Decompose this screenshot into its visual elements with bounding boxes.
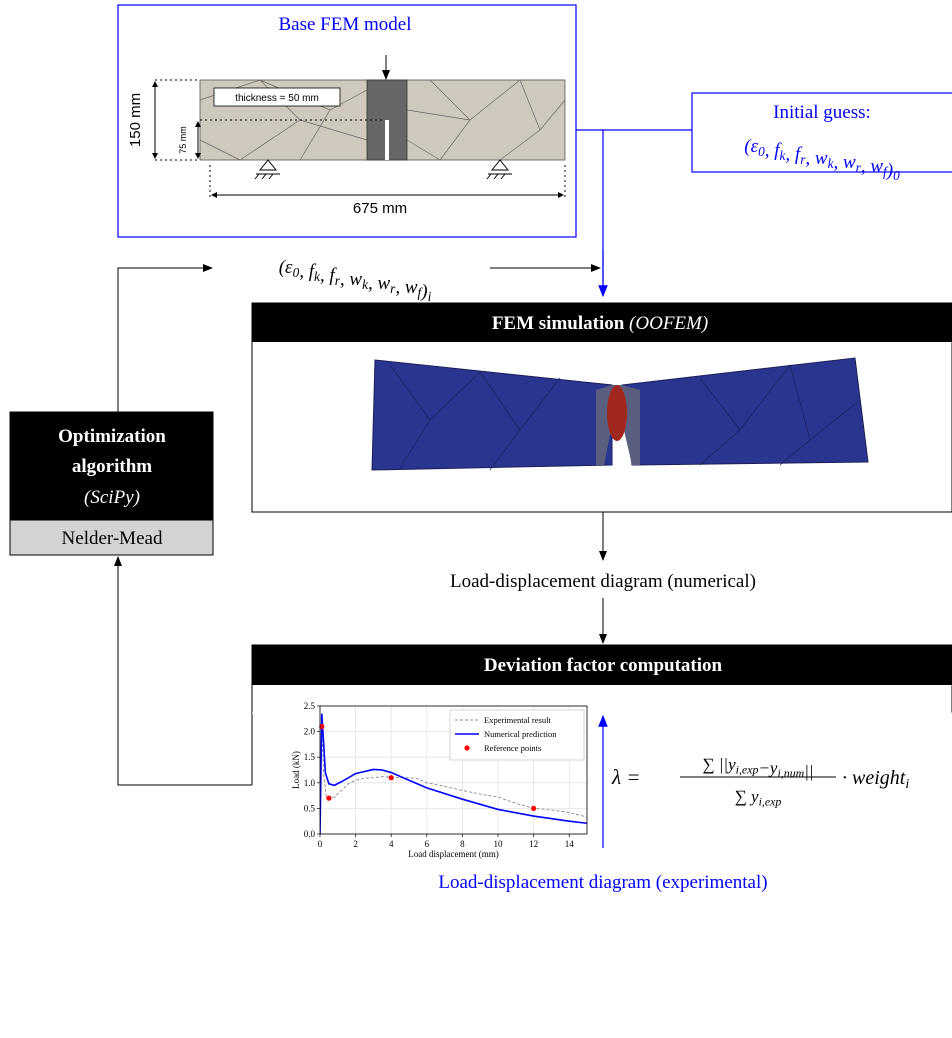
text-part: )	[886, 160, 893, 181]
loop-arrow	[118, 268, 212, 412]
x-tick-label: 12	[529, 839, 538, 849]
text-part: , w	[833, 152, 856, 173]
numerical-output: Load-displacement diagram (numerical)	[450, 571, 756, 592]
inset-chart: 0.0 0.5 1.0 1.5 2.0 2.5 0 2 4 6 8 10 12 14 Load displa…	[291, 701, 587, 859]
x-tick-label: 10	[494, 839, 504, 849]
text-part: , w	[805, 148, 828, 169]
loop-arrow	[118, 557, 252, 785]
y-axis-label: Load (kN)	[291, 751, 301, 789]
base-model-title: Base FEM model	[279, 14, 412, 35]
text-part: )	[420, 281, 427, 302]
subscript: i,num	[777, 766, 804, 780]
x-axis-label: Load displacement (mm)	[408, 849, 498, 859]
fem-title: FEM simulation (OOFEM)	[492, 313, 708, 334]
reference-point	[326, 796, 331, 801]
optimization-title: Optimization	[58, 426, 166, 447]
y-tick-label: 2.0	[304, 727, 316, 737]
subscript: i,exp	[736, 763, 759, 777]
x-tick-label: 4	[389, 839, 394, 849]
fem-tool: (OOFEM)	[629, 313, 708, 334]
formula-factor: · weighti	[842, 767, 909, 792]
y-tick-label: 0.5	[304, 803, 316, 813]
text-part: , w	[861, 156, 884, 177]
text-part: ∑ y	[735, 787, 759, 806]
x-tick-label: 0	[318, 839, 323, 849]
diagram: Base FEM model 150 mm 75 mm thickness = …	[0, 0, 952, 1038]
x-tick-label: 2	[353, 839, 358, 849]
subscript: i,exp	[759, 795, 782, 809]
text-part: , w	[340, 269, 363, 290]
y-tick-label: 1.0	[304, 778, 316, 788]
deformed-mesh	[372, 358, 868, 470]
beam-mesh	[155, 55, 565, 198]
text-part: ∑ ||y	[702, 755, 736, 774]
x-tick-label: 8	[460, 839, 465, 849]
initial-guess-params: (ε0, fk, fr, wk, wr, wf)0	[744, 136, 900, 183]
notch-label: 75 mm	[178, 126, 188, 154]
optimization-tool: (SciPy)	[84, 487, 140, 508]
text-part: −y	[758, 759, 777, 778]
x-tick-label: 6	[425, 839, 430, 849]
height-label: 150 mm	[127, 93, 144, 147]
thickness-label: thickness = 50 mm	[235, 93, 319, 104]
text-part: , w	[368, 273, 391, 294]
legend-label: Experimental result	[484, 715, 551, 725]
text-part: , w	[395, 277, 418, 298]
text-part: (ε	[744, 136, 758, 157]
text-part: · weight	[842, 767, 906, 789]
optimization-method: Nelder-Mead	[62, 528, 163, 549]
formula-denominator: ∑ yi,exp	[735, 787, 782, 809]
text-part: (ε	[279, 257, 293, 278]
deviation-title: Deviation factor computation	[484, 655, 723, 676]
x-tick-label: 14	[565, 839, 575, 849]
text-part: ||	[804, 762, 813, 781]
y-tick-label: 2.5	[304, 701, 316, 711]
y-tick-label: 0.0	[304, 829, 316, 839]
subscript: 0	[893, 168, 900, 183]
initial-guess-title: Initial guess:	[773, 102, 871, 123]
fem-title-text: FEM simulation	[492, 313, 625, 334]
legend-label: Reference points	[484, 743, 541, 753]
span-label: 675 mm	[353, 200, 407, 217]
y-tick-label: 1.5	[304, 752, 316, 762]
legend-label: Numerical prediction	[484, 729, 557, 739]
reference-point	[389, 775, 394, 780]
experimental-input: Load-displacement diagram (experimental)	[438, 872, 767, 893]
subscript: i	[428, 289, 432, 304]
reference-point	[531, 806, 536, 811]
legend-swatch	[464, 745, 469, 750]
optimization-title: algorithm	[72, 456, 152, 477]
iteration-params: (ε0, fk, fr, wk, wr, wf)i	[279, 257, 432, 304]
formula-lhs: λ =	[611, 765, 641, 789]
subscript: i	[905, 777, 909, 792]
page: Base FEM model 150 mm 75 mm thickness = …	[0, 0, 952, 1038]
connector	[576, 130, 692, 293]
